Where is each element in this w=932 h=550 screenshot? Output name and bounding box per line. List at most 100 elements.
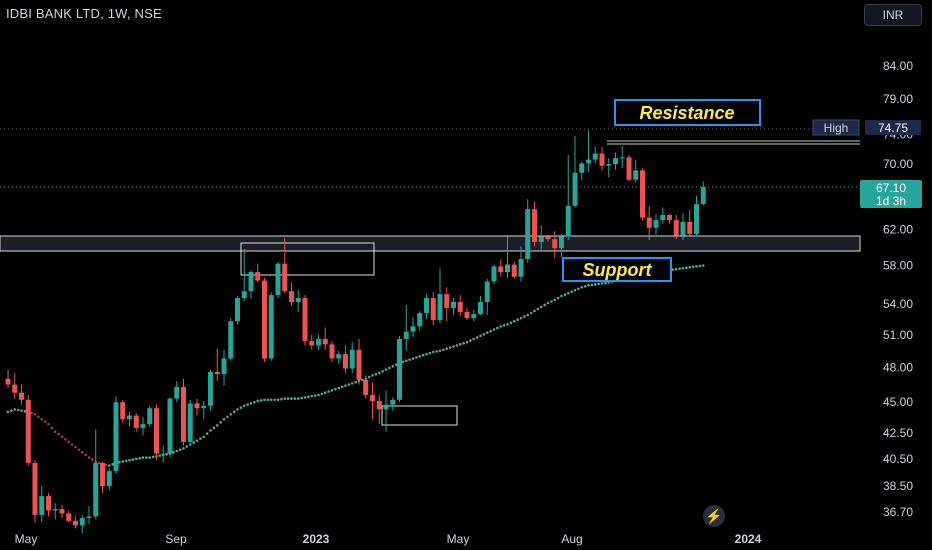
candle-body xyxy=(120,402,126,420)
ma-point xyxy=(691,265,695,269)
price-tick-label: 36.70 xyxy=(883,505,913,519)
candle xyxy=(39,486,45,523)
candle-body xyxy=(403,331,409,340)
ma-point xyxy=(104,463,108,467)
candle-body xyxy=(154,408,159,454)
candle xyxy=(241,249,247,301)
time-tick-label: 2023 xyxy=(303,532,330,546)
ma-point xyxy=(97,461,101,465)
ma-point xyxy=(74,445,77,449)
ma-point xyxy=(448,346,452,349)
candle-body xyxy=(343,354,348,369)
candle-body xyxy=(660,215,666,221)
ma-point xyxy=(506,323,509,326)
candle-body xyxy=(572,172,578,206)
candle xyxy=(700,181,706,206)
ma-point xyxy=(681,266,685,270)
price-tick-label: 45.00 xyxy=(883,395,913,409)
time-tick-label: Aug xyxy=(561,532,582,546)
time-axis[interactable]: May Sep 2023 May Aug 2024 xyxy=(15,532,762,546)
candle-body xyxy=(336,354,342,359)
candle-body xyxy=(579,163,585,173)
ma-point xyxy=(519,316,523,320)
ma-point xyxy=(394,363,398,366)
candle-body xyxy=(86,516,92,518)
candle-body xyxy=(700,186,706,205)
ma-point xyxy=(583,285,587,288)
candle-body xyxy=(241,291,247,299)
candle-body xyxy=(464,312,470,319)
price-tick-label: 70.00 xyxy=(883,157,913,171)
candle-body xyxy=(532,209,537,242)
currency-selector[interactable]: INR xyxy=(864,4,922,26)
candle-body xyxy=(525,209,531,260)
ma-point xyxy=(310,394,314,398)
ma-point xyxy=(361,378,364,382)
candle xyxy=(282,238,288,294)
ma-point xyxy=(593,283,597,286)
ma-point xyxy=(550,300,553,303)
ma-point xyxy=(300,396,303,400)
lightning-icon[interactable]: ⚡ xyxy=(703,505,725,527)
ma-point xyxy=(698,264,702,268)
ma-point xyxy=(499,325,503,328)
candle-body xyxy=(592,153,598,160)
candle xyxy=(592,146,598,164)
candle xyxy=(363,375,369,399)
ma-point xyxy=(340,385,344,389)
ma-point xyxy=(334,387,337,391)
candle xyxy=(174,381,180,403)
ma-point xyxy=(445,347,449,350)
candle-body xyxy=(228,321,234,359)
candle xyxy=(464,307,470,321)
support-band xyxy=(0,235,861,252)
candle xyxy=(322,327,328,350)
ma-point xyxy=(475,336,479,339)
candle-body xyxy=(444,294,450,308)
ma-point xyxy=(344,384,347,387)
candle xyxy=(167,397,173,458)
candle xyxy=(545,234,551,242)
candle xyxy=(59,504,65,518)
candle xyxy=(667,214,672,224)
candle xyxy=(316,334,321,350)
candle-body xyxy=(451,301,456,308)
ma-point xyxy=(259,399,263,402)
candle xyxy=(32,460,38,523)
ma-point xyxy=(384,368,388,371)
candle xyxy=(680,213,686,241)
candle-body xyxy=(289,291,294,302)
candle xyxy=(383,390,389,432)
ma-point xyxy=(411,357,415,360)
ma-point xyxy=(502,324,506,327)
candle-body xyxy=(376,400,382,410)
candle-body xyxy=(194,403,200,409)
ma-point xyxy=(246,403,249,406)
candle xyxy=(127,411,132,427)
ma-point xyxy=(141,456,145,459)
candle-body xyxy=(248,272,254,292)
ma-point xyxy=(350,382,354,385)
ma-point xyxy=(192,441,195,444)
candle xyxy=(687,209,693,236)
ma-point xyxy=(563,293,567,296)
candle xyxy=(248,270,254,300)
candle-body xyxy=(59,509,65,514)
ma-point xyxy=(685,266,688,270)
candle-body xyxy=(221,358,227,375)
candle xyxy=(572,135,578,208)
countdown-value: 1d 3h xyxy=(876,194,906,208)
ticker-title: IDBI BANK LTD, 1W, NSE xyxy=(6,6,162,21)
ma-point xyxy=(695,265,698,268)
ma-point xyxy=(138,456,141,460)
candle-body xyxy=(262,280,267,359)
ma-point xyxy=(381,370,384,373)
candle xyxy=(228,318,234,361)
ma-point xyxy=(323,391,327,394)
candle-body xyxy=(356,349,362,380)
candle xyxy=(640,168,645,221)
price-tick-label: 48.00 xyxy=(883,360,913,374)
candle-body xyxy=(559,236,564,249)
candle-body xyxy=(12,384,18,393)
